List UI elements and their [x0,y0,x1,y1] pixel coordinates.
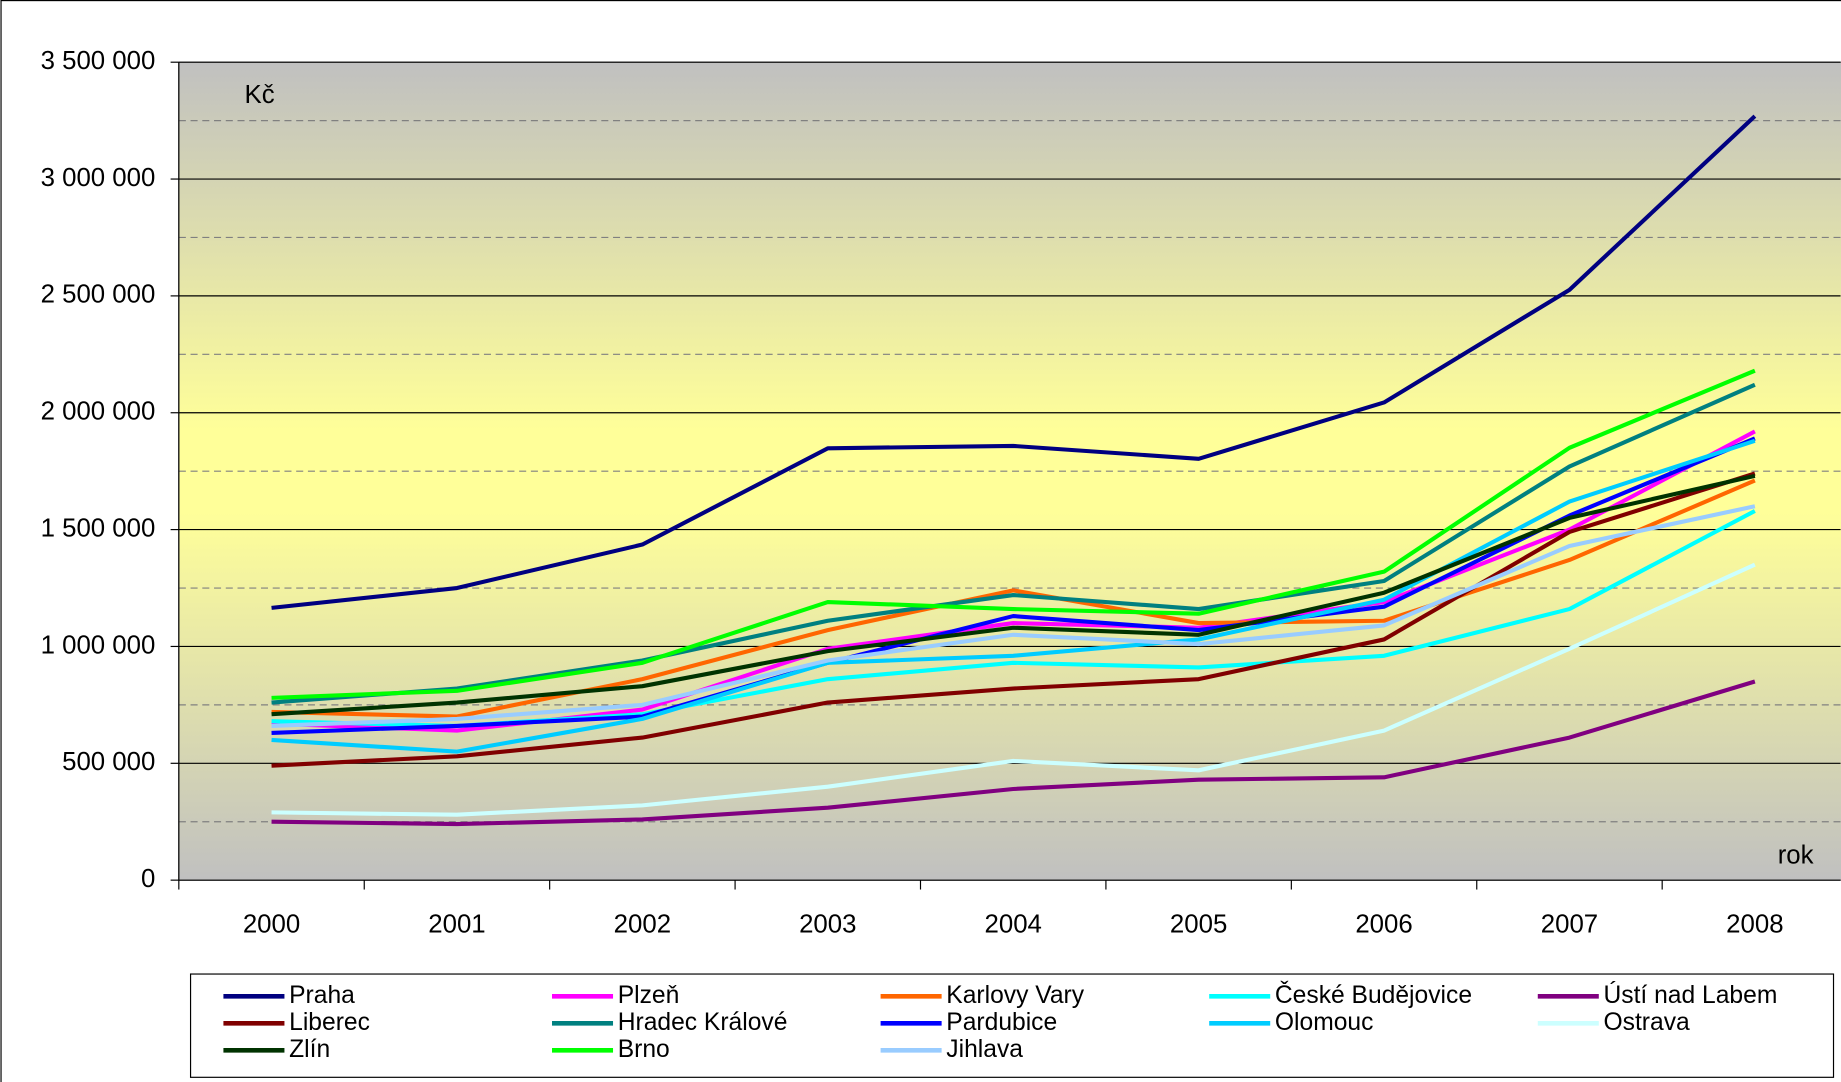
legend-label: Hradec Králové [618,1009,788,1036]
legend-label: Jihlava [946,1036,1023,1063]
legend-label: Ostrava [1603,1009,1690,1036]
x-tick-label: 2003 [799,911,856,939]
legend-label: Pardubice [946,1009,1057,1036]
x-tick-label: 2001 [428,911,485,939]
series-line [271,471,1756,768]
series-line [271,382,1756,705]
series-line [271,478,1756,719]
legend-label: Olomouc [1275,1009,1374,1036]
x-tick-label: 2006 [1355,911,1412,939]
series-line [271,438,1756,754]
series-line [271,436,1756,735]
y-tick-label: 1 500 000 [41,514,156,542]
x-tick-label: 2000 [243,911,300,939]
legend-label: Brno [618,1036,670,1063]
legend-label: Karlovy Vary [946,982,1084,1009]
y-axis-label: Kč [245,81,275,109]
legend-label: Zlín [289,1036,330,1063]
legend-label: Plzeň [618,982,680,1009]
series-line [271,679,1756,827]
legend-label: České Budějovice [1275,981,1472,1009]
legend-label: Liberec [289,1009,370,1036]
y-tick-label: 500 000 [62,748,155,776]
legend-label: Ústí nad Labem [1603,982,1777,1009]
x-tick-label: 2005 [1170,911,1227,939]
y-tick-label: 3 000 000 [41,164,156,192]
series-line [271,562,1756,817]
y-tick-label: 2 500 000 [41,281,156,309]
series-line [271,368,1756,700]
x-tick-label: 2007 [1541,911,1598,939]
x-tick-label: 2008 [1726,911,1783,939]
y-tick-label: 0 [141,865,155,893]
x-axis-label: rok [1778,841,1814,869]
x-tick-label: 2002 [614,911,671,939]
y-tick-label: 3 500 000 [41,47,156,75]
legend-label: Praha [289,982,355,1009]
series-line [271,504,1756,728]
series-line [271,114,1757,610]
y-tick-label: 1 000 000 [41,631,156,659]
x-tick-label: 2004 [985,911,1042,939]
series-line [271,473,1756,717]
y-tick-label: 2 000 000 [41,398,156,426]
